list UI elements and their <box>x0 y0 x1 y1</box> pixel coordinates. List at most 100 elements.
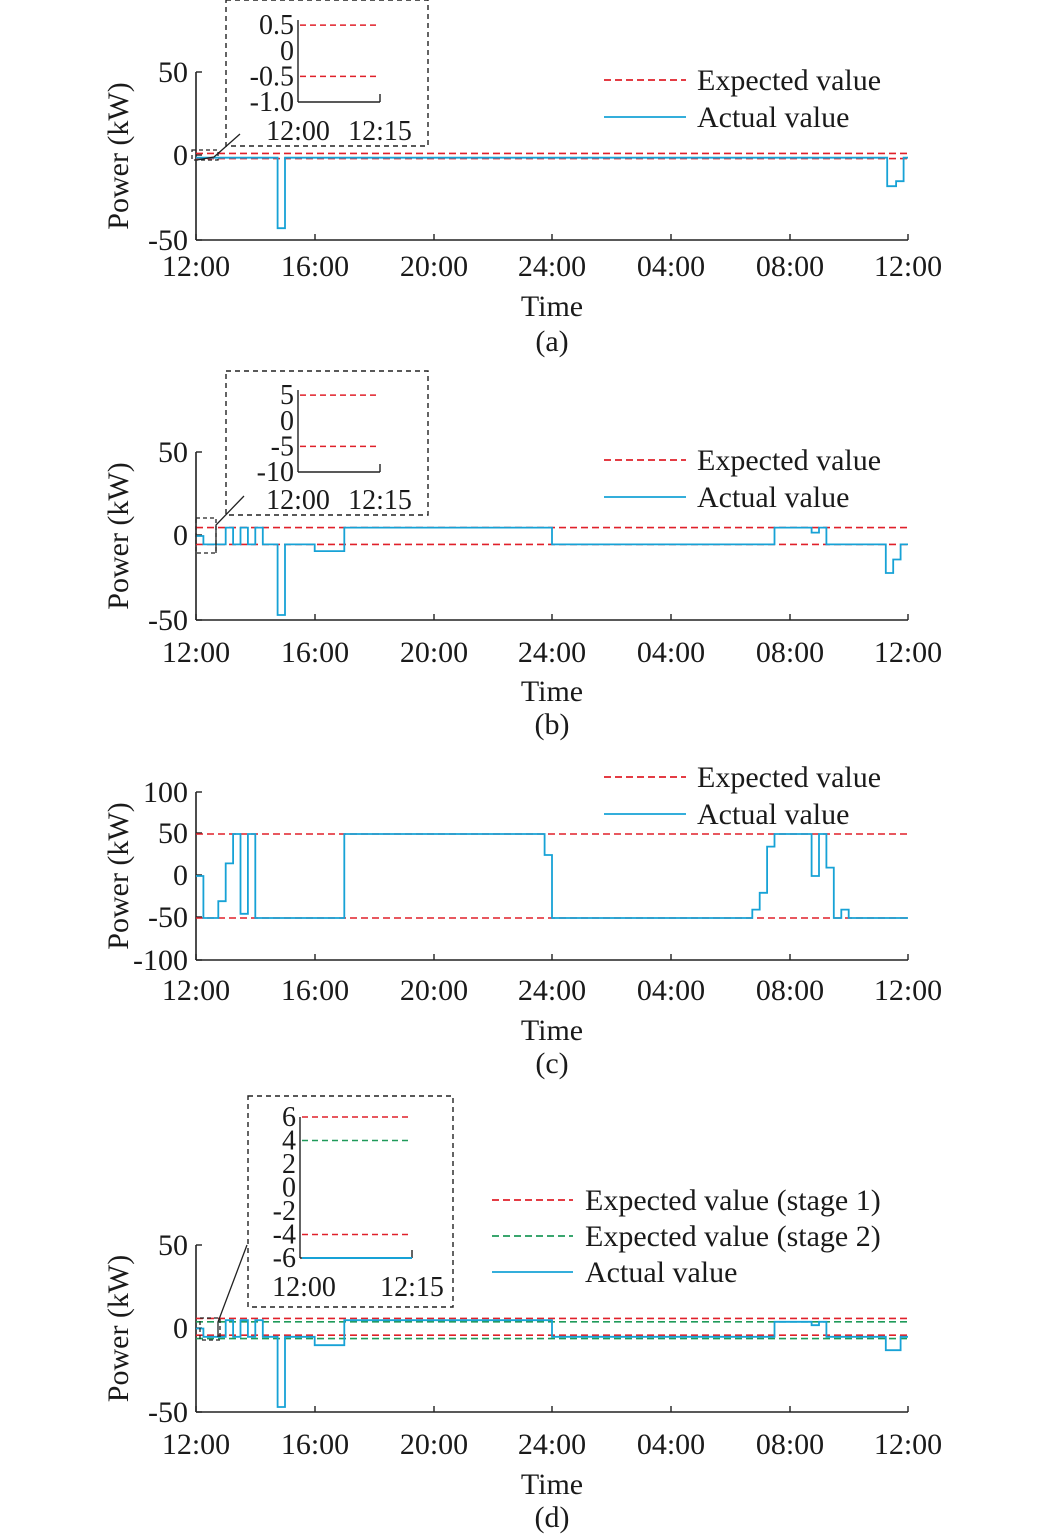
x-axis-label: Time <box>521 1014 583 1047</box>
y-tick-label: -50 <box>148 1396 188 1429</box>
x-tick-label: 12:00 <box>162 1428 230 1461</box>
inset-y-tick-label: -0.5 <box>250 61 294 92</box>
legend-label: Expected value (stage 2) <box>585 1220 881 1253</box>
x-tick-label: 16:00 <box>281 1428 349 1461</box>
inset-x-tick-label: 12:00 <box>272 1272 336 1303</box>
inset-box <box>247 1095 454 1308</box>
x-axis-label: Time <box>521 290 583 323</box>
x-tick-label: 20:00 <box>400 250 468 283</box>
panel-label: (b) <box>535 708 570 741</box>
y-tick-label: 50 <box>158 1229 188 1262</box>
inset-y-tick-label: -6 <box>273 1243 296 1274</box>
x-tick-label: 12:00 <box>874 1428 942 1461</box>
inset-y-tick-label: 6 <box>282 1102 296 1133</box>
inset-box <box>225 0 429 147</box>
y-axis-label: Power (kW) <box>102 462 135 609</box>
legend-label: Actual value <box>585 1256 737 1289</box>
y-tick-label: 0 <box>173 859 188 892</box>
zoom-region-box <box>191 149 219 161</box>
x-tick-label: 12:00 <box>162 974 230 1007</box>
x-tick-label: 04:00 <box>637 250 705 283</box>
x-tick-label: 24:00 <box>518 1428 586 1461</box>
inset-y-tick-label: -5 <box>271 431 294 462</box>
legend-label: Actual value <box>697 101 849 134</box>
x-tick-label: 24:00 <box>518 974 586 1007</box>
series-actual-line <box>196 526 908 616</box>
legend-label: Expected value <box>697 444 881 477</box>
inset-zoom: 0.50-0.5-1.012:00 12:15 <box>191 0 429 161</box>
inset-y-tick-label: 5 <box>280 380 294 411</box>
inset-y-tick-label: -2 <box>273 1196 296 1227</box>
legend-label: Expected value (stage 1) <box>585 1184 881 1217</box>
x-tick-label: 20:00 <box>400 974 468 1007</box>
inset-x-tick-label: 12:00 <box>266 485 330 516</box>
x-tick-label: 24:00 <box>518 636 586 669</box>
series-actual-line <box>196 1319 908 1408</box>
y-tick-label: 0 <box>173 1312 188 1345</box>
x-tick-label: 24:00 <box>518 250 586 283</box>
x-tick-label: 20:00 <box>400 636 468 669</box>
y-tick-label: -50 <box>148 604 188 637</box>
y-axis-label: Power (kW) <box>102 1255 135 1402</box>
panel-label: (d) <box>535 1501 570 1534</box>
y-tick-label: -50 <box>148 901 188 934</box>
y-tick-label: -50 <box>148 224 188 257</box>
legend-label: Actual value <box>697 481 849 514</box>
zoom-leader-line <box>217 1244 248 1337</box>
legend-label: Expected value <box>697 64 881 97</box>
y-axis-label: Power (kW) <box>102 82 135 229</box>
inset-y-tick-label: -4 <box>273 1220 296 1251</box>
y-tick-label: 0 <box>173 139 188 172</box>
x-tick-label: 08:00 <box>756 1428 824 1461</box>
inset-y-tick-label: 4 <box>282 1126 296 1157</box>
x-tick-label: 04:00 <box>637 974 705 1007</box>
y-tick-label: 50 <box>158 436 188 469</box>
series-actual-line <box>196 156 908 230</box>
x-tick-label: 12:00 <box>162 250 230 283</box>
x-tick-label: 16:00 <box>281 974 349 1007</box>
inset-y-tick-label: 0 <box>280 406 294 437</box>
zoom-leader-line <box>215 495 245 553</box>
legend-label: Expected value <box>697 761 881 794</box>
x-tick-label: 12:00 <box>874 974 942 1007</box>
series-actual-line <box>196 833 908 919</box>
panel-label: (a) <box>535 325 568 358</box>
legend-label: Actual value <box>697 798 849 831</box>
inset-y-tick-label: 0 <box>282 1173 296 1204</box>
x-tick-label: 08:00 <box>756 636 824 669</box>
x-tick-label: 16:00 <box>281 250 349 283</box>
inset-x-tick-label: 12:15 <box>348 485 412 516</box>
inset-y-tick-label: -10 <box>257 457 294 488</box>
y-tick-label: 100 <box>143 776 188 809</box>
inset-y-tick-label: -1.0 <box>250 87 294 118</box>
x-axis-label: Time <box>521 675 583 708</box>
inset-box <box>225 370 429 516</box>
inset-y-tick-label: 0 <box>280 36 294 67</box>
x-tick-label: 08:00 <box>756 974 824 1007</box>
x-tick-label: 04:00 <box>637 636 705 669</box>
inset-x-tick-label: 12:00 <box>266 116 330 147</box>
y-tick-label: 50 <box>158 817 188 850</box>
x-axis-label: Time <box>521 1468 583 1501</box>
y-tick-label: -100 <box>133 944 188 977</box>
x-tick-label: 12:00 <box>162 636 230 669</box>
y-tick-label: 50 <box>158 56 188 89</box>
x-tick-label: 20:00 <box>400 1428 468 1461</box>
inset-x-tick-label: 12:15 <box>380 1272 444 1303</box>
zoom-leader-line <box>196 133 241 161</box>
y-tick-label: 0 <box>173 519 188 552</box>
panel-label: (c) <box>535 1047 568 1080</box>
y-axis-label: Power (kW) <box>102 802 135 949</box>
zoom-region-box <box>199 1317 221 1341</box>
inset-y-tick-label: 0.5 <box>259 10 294 41</box>
x-tick-label: 16:00 <box>281 636 349 669</box>
inset-x-tick-label: 12:15 <box>348 116 412 147</box>
inset-y-tick-label: 2 <box>282 1149 296 1180</box>
